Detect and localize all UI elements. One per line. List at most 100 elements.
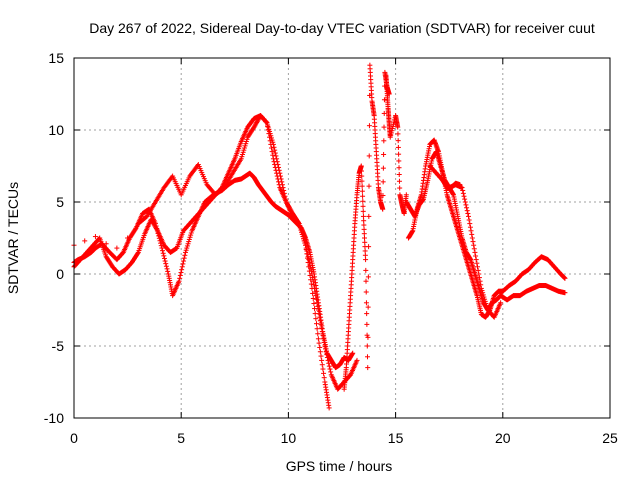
data-point <box>135 250 141 256</box>
chart-title: Day 267 of 2022, Sidereal Day-to-day VTE… <box>89 20 595 36</box>
data-point <box>462 199 468 205</box>
data-point <box>395 124 401 130</box>
data-point <box>272 164 278 170</box>
data-point <box>163 263 169 269</box>
data-point <box>265 127 271 133</box>
data-point <box>362 235 368 241</box>
data-point <box>303 242 309 248</box>
data-point <box>476 275 482 281</box>
data-point <box>360 203 366 209</box>
data-point <box>473 257 479 263</box>
data-point <box>364 311 370 317</box>
data-point <box>396 158 402 164</box>
data-point <box>469 231 475 237</box>
data-point <box>498 300 504 306</box>
data-point <box>460 190 466 196</box>
data-point <box>328 369 334 375</box>
x-tick-label: 20 <box>495 430 511 446</box>
data-point <box>263 119 269 125</box>
data-point <box>165 268 171 274</box>
data-point <box>363 267 369 273</box>
data-point <box>310 275 316 281</box>
data-point <box>276 179 282 185</box>
data-point <box>269 149 275 155</box>
data-point <box>467 224 473 230</box>
data-point <box>465 213 471 219</box>
data-point <box>396 165 402 171</box>
data-point <box>264 120 270 126</box>
data-point <box>317 344 323 350</box>
data-point <box>322 343 328 349</box>
data-point <box>464 205 470 211</box>
data-point <box>562 290 568 296</box>
data-point <box>476 271 482 277</box>
data-point <box>470 239 476 245</box>
data-point <box>315 331 321 337</box>
data-point <box>310 278 316 284</box>
data-point <box>396 151 402 157</box>
data-point <box>396 171 402 177</box>
data-point <box>326 363 332 369</box>
data-point <box>395 131 401 137</box>
data-point <box>307 262 313 268</box>
data-point <box>360 213 366 219</box>
x-tick-label: 5 <box>177 430 185 446</box>
data-point <box>316 311 322 317</box>
data-point <box>265 123 271 129</box>
data-point <box>295 220 301 226</box>
data-point <box>360 193 366 199</box>
data-point <box>366 123 372 129</box>
y-tick-label: 5 <box>56 194 64 210</box>
data-point <box>381 97 387 103</box>
y-tick-label: 0 <box>56 266 64 282</box>
data-point <box>474 260 480 266</box>
data-point <box>381 110 387 116</box>
data-point <box>182 252 188 258</box>
data-point <box>303 245 309 251</box>
data-point <box>365 365 371 371</box>
data-point <box>309 271 315 277</box>
data-point <box>395 144 401 150</box>
data-point <box>359 188 365 194</box>
data-point <box>365 304 371 310</box>
data-point <box>362 252 368 258</box>
data-point <box>366 183 372 189</box>
data-point <box>380 179 386 185</box>
data-point <box>477 278 483 284</box>
data-point <box>179 264 185 270</box>
data-point <box>160 248 166 254</box>
data-point <box>310 290 316 296</box>
y-tick-label: 15 <box>48 50 64 66</box>
data-point <box>181 255 187 261</box>
data-point <box>323 349 329 355</box>
data-point <box>272 162 278 168</box>
data-point <box>363 257 369 263</box>
data-point <box>360 208 366 214</box>
data-point <box>472 249 478 255</box>
data-point <box>319 362 325 368</box>
data-point <box>274 173 280 179</box>
data-point <box>271 159 277 165</box>
data-point <box>475 267 481 273</box>
data-point <box>363 300 369 306</box>
data-point <box>308 265 314 271</box>
data-point <box>460 187 466 193</box>
data-point <box>178 270 184 276</box>
data-point <box>306 257 312 263</box>
data-point <box>160 250 166 256</box>
axis-ticks: 0 5 10 15 20 25 -10 -5 0 5 10 15 <box>44 50 618 446</box>
data-point <box>315 307 321 313</box>
data-point <box>362 248 368 254</box>
data-point <box>159 245 165 251</box>
data-point <box>312 285 318 291</box>
data-point <box>364 321 370 327</box>
data-point <box>319 325 325 331</box>
data-point <box>154 227 160 233</box>
data-point <box>272 150 278 156</box>
data-point <box>361 218 367 224</box>
data-point <box>313 293 319 299</box>
data-point <box>381 138 387 144</box>
data-point <box>314 326 320 332</box>
